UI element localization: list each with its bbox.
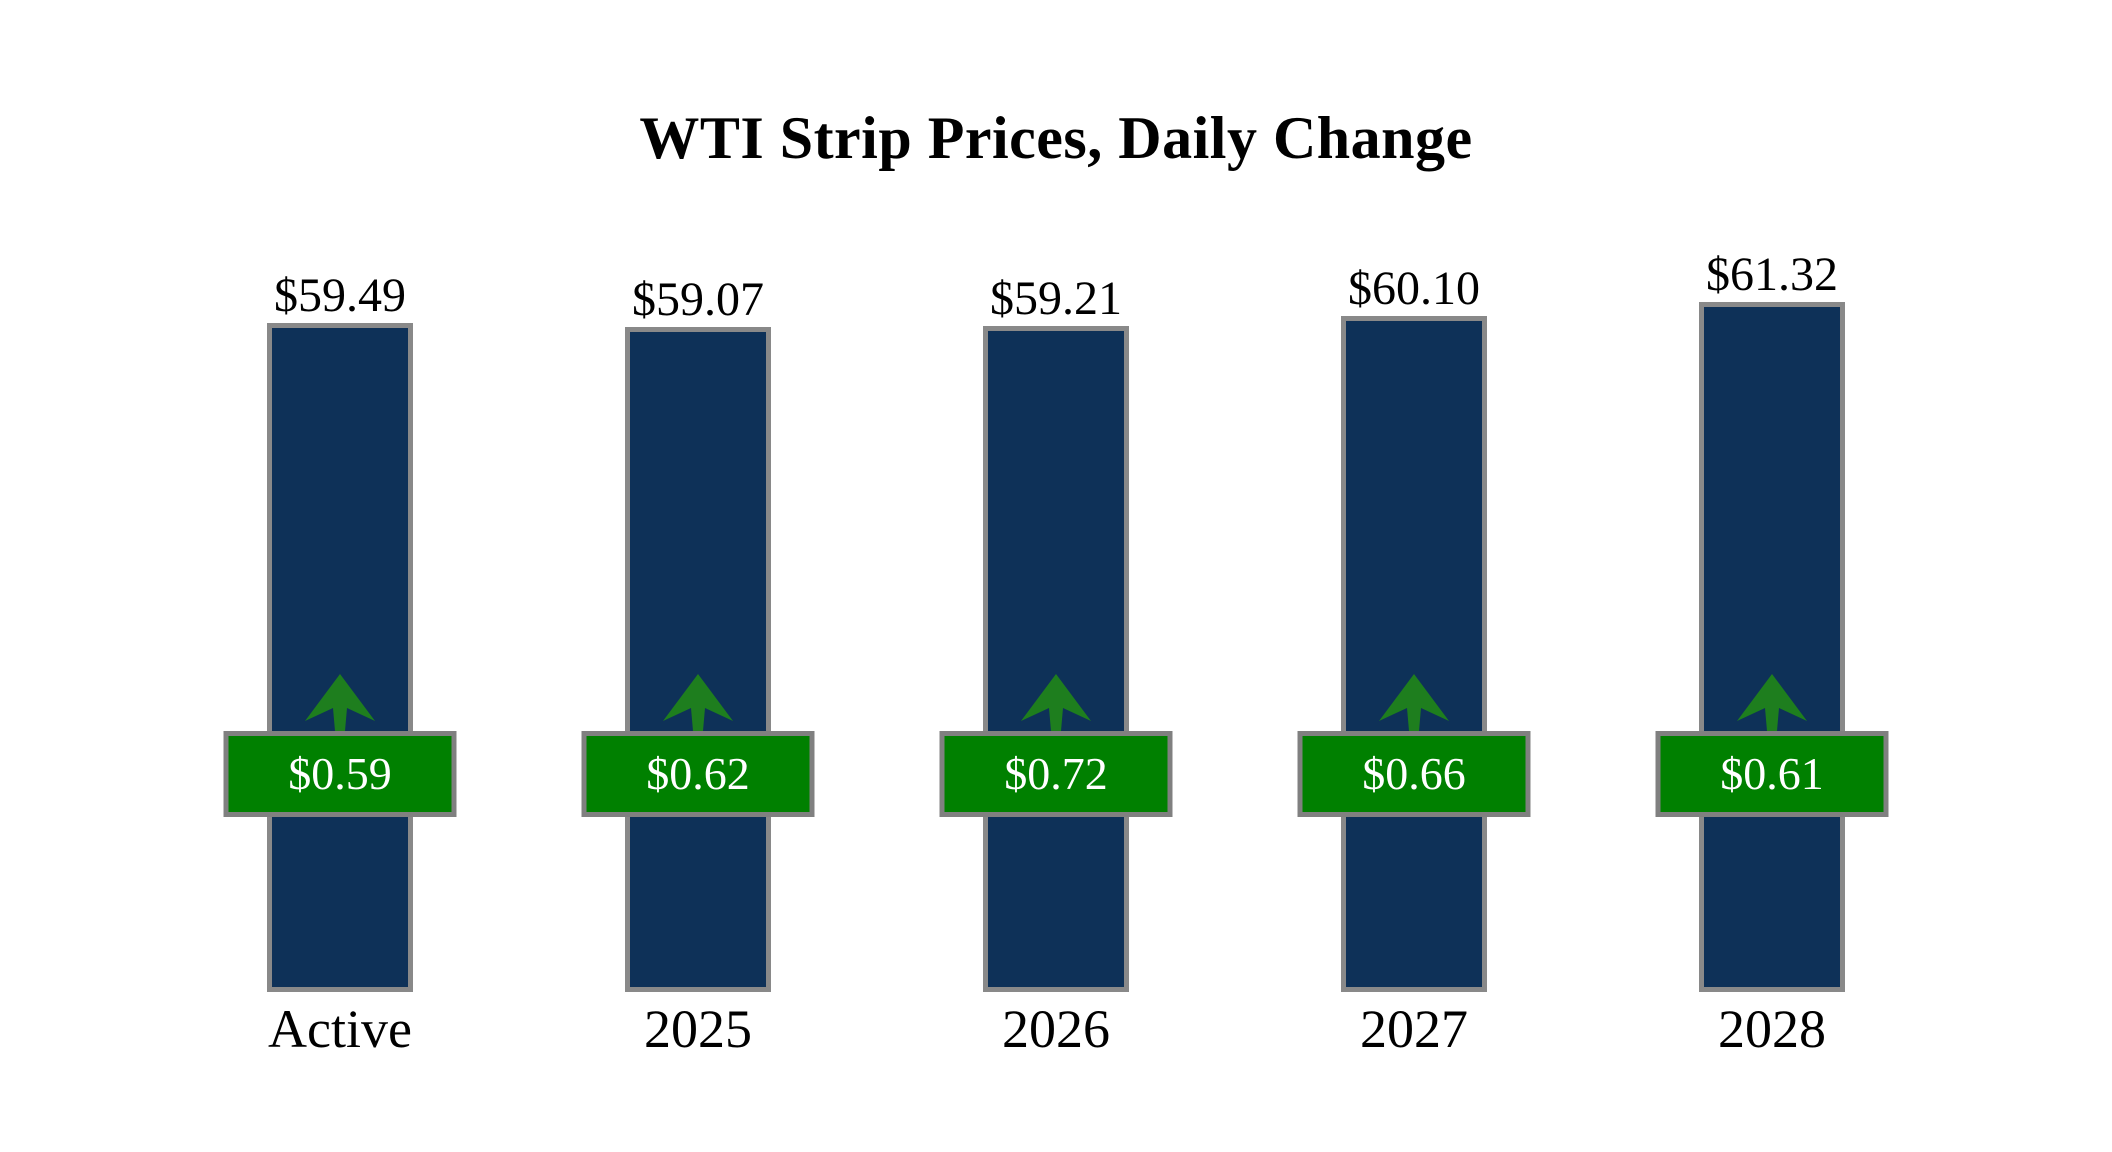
bar-2028: $61.32 — [1699, 251, 1845, 992]
change-badge: $0.66 — [1297, 731, 1531, 817]
bar-2025: $59.07 — [625, 276, 771, 992]
price-label: $61.32 — [1706, 248, 1838, 301]
change-label: $0.59 — [288, 748, 392, 799]
bar-column-2028: $61.32 $0.61 2028 — [1593, 0, 1951, 1056]
bar-column-2026: $59.21 $0.72 2026 — [877, 0, 1235, 1056]
up-arrow-icon — [305, 674, 375, 731]
bar-column-2027: $60.10 $0.66 2027 — [1235, 0, 1593, 1056]
change-label: $0.61 — [1720, 748, 1824, 799]
bar-active: $59.49 — [267, 272, 413, 992]
price-label: $60.10 — [1348, 262, 1480, 315]
bar-2027: $60.10 — [1341, 265, 1487, 992]
change-badge: $0.61 — [1655, 731, 1889, 817]
price-label: $59.21 — [990, 272, 1122, 325]
category-label: 2028 — [1718, 999, 1826, 1059]
bar-column-2025: $59.07 $0.62 2025 — [519, 0, 877, 1056]
up-arrow-icon — [1021, 674, 1091, 731]
category-label: Active — [268, 999, 412, 1059]
up-arrow-icon — [663, 674, 733, 731]
plot-area: $59.49 $0.59 Active $59.07 $0.62 2025 — [161, 0, 1951, 1056]
price-label: $59.49 — [274, 269, 406, 322]
category-label: 2025 — [644, 999, 752, 1059]
change-badge: $0.72 — [939, 731, 1173, 817]
change-label: $0.66 — [1362, 748, 1466, 799]
bar-2026: $59.21 — [983, 275, 1129, 992]
chart-title: WTI Strip Prices, Daily Change — [639, 105, 1473, 171]
price-label: $59.07 — [632, 273, 764, 326]
up-arrow-icon — [1737, 674, 1807, 731]
bar-column-active: $59.49 $0.59 Active — [161, 0, 519, 1056]
change-label: $0.62 — [646, 748, 750, 799]
change-label: $0.72 — [1004, 748, 1108, 799]
up-arrow-icon — [1379, 674, 1449, 731]
change-badge: $0.59 — [223, 731, 457, 817]
category-label: 2026 — [1002, 999, 1110, 1059]
change-badge: $0.62 — [581, 731, 815, 817]
category-label: 2027 — [1360, 999, 1468, 1059]
